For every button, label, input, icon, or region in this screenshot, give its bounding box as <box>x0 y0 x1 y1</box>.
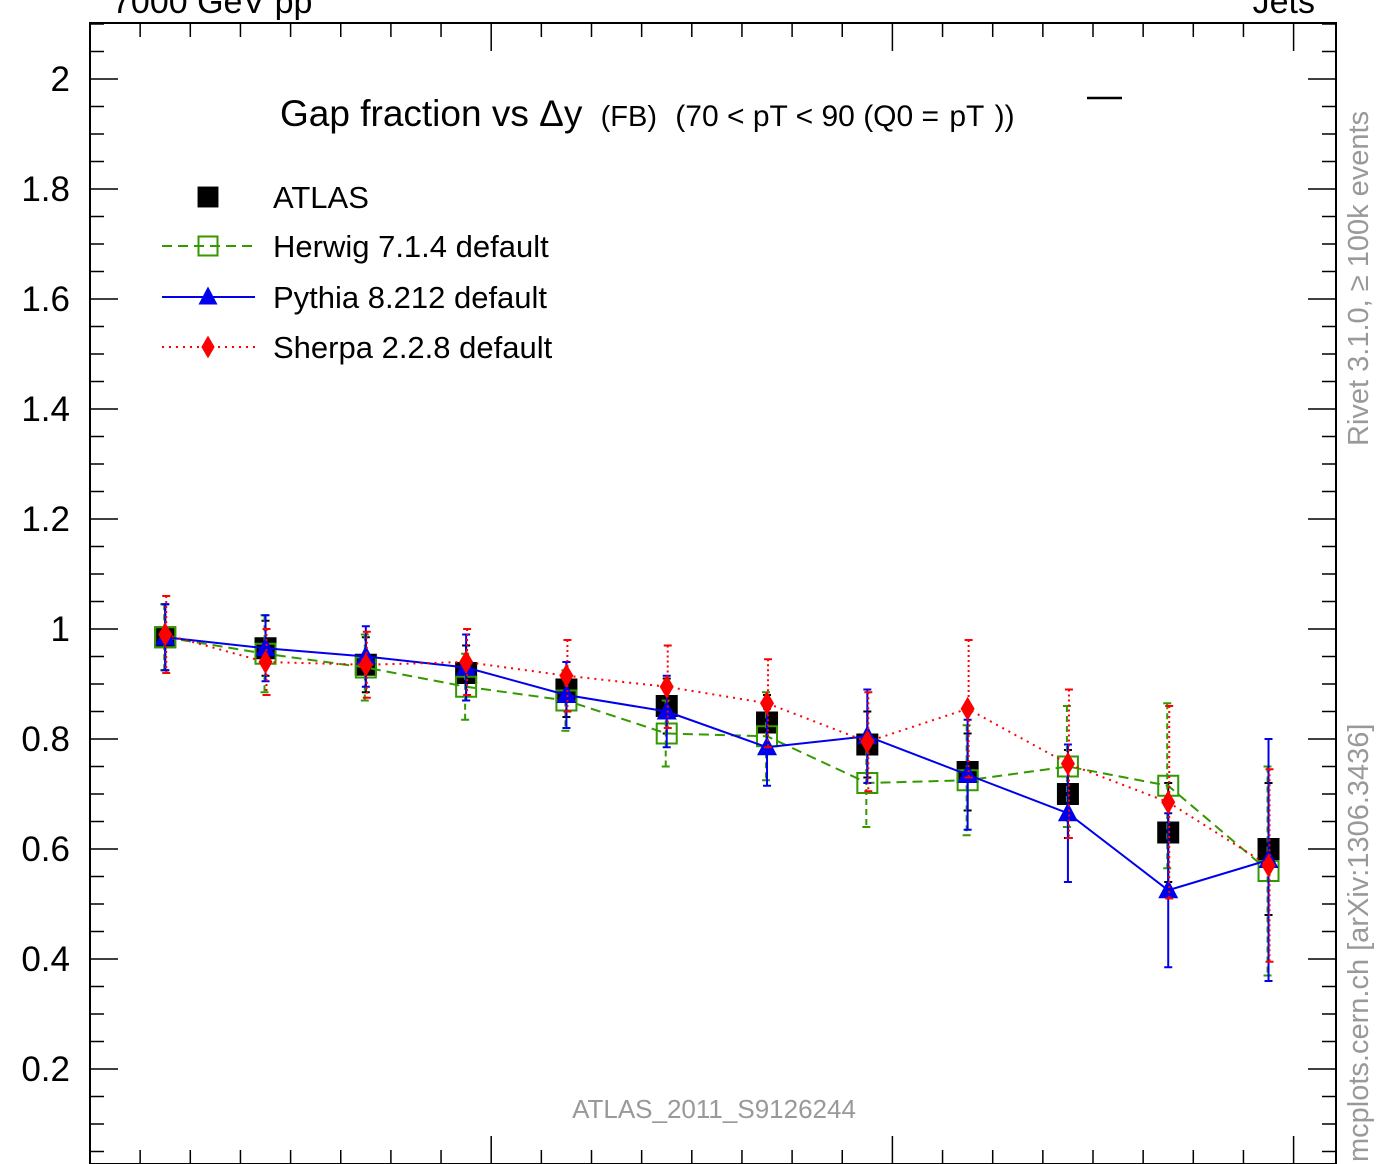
series-line <box>164 633 1270 867</box>
y-tick-label: 0.6 <box>21 830 70 869</box>
legend-item: Pythia 8.212 default <box>162 280 547 315</box>
data-point <box>1057 802 1078 822</box>
axis-ticks <box>89 23 1336 1164</box>
data-point <box>760 691 775 716</box>
data-point <box>1158 879 1179 899</box>
title-fb: (FB) <box>601 101 657 133</box>
y-tick-label: 0.8 <box>21 720 70 759</box>
data-point <box>559 663 574 688</box>
series-herwig-7-1-4-default <box>154 603 1280 977</box>
data-point <box>459 650 474 674</box>
data-point <box>659 674 674 699</box>
legend-item: ATLAS <box>197 180 369 215</box>
legend-item: Herwig 7.1.4 default <box>162 229 549 264</box>
series-pythia-8-212-default <box>155 603 1279 982</box>
y-tick-label: 1.6 <box>21 280 70 319</box>
y-tick-label: 0.4 <box>21 940 70 979</box>
mcplots-label: mcplots.cern.ch [arXiv:1306.3436] <box>1343 724 1375 1162</box>
data-point <box>198 286 218 305</box>
legend-label: ATLAS <box>273 180 369 215</box>
data-point <box>1060 751 1075 776</box>
legend-label: Pythia 8.212 default <box>273 280 547 315</box>
title-range: (70 < pT < 90 (Q0 = <box>675 100 939 133</box>
legend-label: Sherpa 2.2.8 default <box>273 330 553 365</box>
y-tick-label: 1 <box>51 610 70 649</box>
tick-marks <box>89 23 1336 1164</box>
y-tick-label: 1.2 <box>21 500 70 539</box>
data-point <box>656 700 677 720</box>
watermark-label: ATLAS_2011_S9126244 <box>572 1094 856 1124</box>
y-tick-label: 1.4 <box>21 390 70 429</box>
series-line <box>165 636 1269 892</box>
data-point <box>197 235 219 257</box>
data-point <box>158 622 173 647</box>
data-point <box>1261 853 1276 878</box>
plot-frame <box>89 22 1337 1164</box>
y-tick-label: 2 <box>51 60 70 99</box>
chart-title: Gap fraction vs Δy (FB) (70 < pT < 90 (Q… <box>280 93 1015 134</box>
header-left-label: 7000 GeV pp <box>112 0 312 21</box>
y-tick-labels: 0 0.2 0.4 0.6 0.8 1 1.2 1.4 1.6 1.8 2 <box>21 60 70 1164</box>
legend: ATLAS Herwig 7.1.4 default Pythia 8.212 de… <box>162 180 553 365</box>
title-pt-bar: pT <box>949 100 984 133</box>
y-tick-label: 1.8 <box>21 170 70 209</box>
data-point <box>255 637 276 657</box>
y-tick-label: 0.2 <box>21 1050 70 1089</box>
data-point <box>197 186 219 208</box>
title-delta-y: Δy <box>539 93 583 134</box>
data-point <box>201 335 215 359</box>
legend-label: Herwig 7.1.4 default <box>273 229 549 264</box>
data-point <box>860 729 875 754</box>
series-atlas <box>154 603 1280 916</box>
data-point <box>1161 790 1176 815</box>
title-range-close: )) <box>995 100 1015 133</box>
legend-item: Sherpa 2.2.8 default <box>162 330 553 365</box>
header-right-label: Jets <box>1253 0 1315 21</box>
y-tick-label: 0 <box>51 1160 70 1164</box>
series-line <box>165 636 1270 872</box>
data-point <box>960 696 975 721</box>
rivet-version-label: Rivet 3.1.0, ≥ 100k events <box>1343 111 1375 446</box>
data-point <box>358 652 373 677</box>
series-sherpa-2-2-8-default <box>158 595 1276 963</box>
title-main: Gap fraction vs <box>280 93 529 134</box>
data-point <box>556 684 577 703</box>
series-layer <box>154 595 1280 982</box>
data-point <box>258 650 273 674</box>
